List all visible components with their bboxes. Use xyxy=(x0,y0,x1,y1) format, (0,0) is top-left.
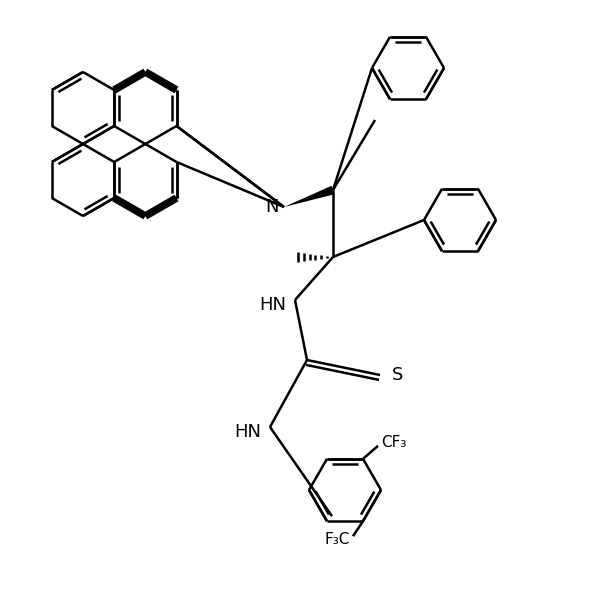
Text: S: S xyxy=(393,366,404,384)
Text: CF₃: CF₃ xyxy=(381,435,406,450)
Text: HN: HN xyxy=(259,296,287,314)
Text: F₃C: F₃C xyxy=(324,532,350,546)
Text: N: N xyxy=(265,198,279,216)
Text: HN: HN xyxy=(235,423,261,441)
Polygon shape xyxy=(284,186,335,207)
